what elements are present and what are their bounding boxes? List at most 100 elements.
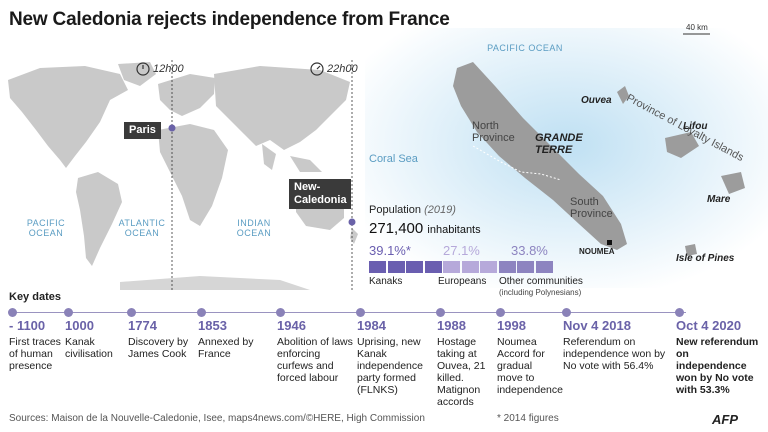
timeline-event: Abolition of laws enforcing curfews and … (277, 336, 353, 384)
ouvea-label: Ouvea (581, 95, 612, 106)
timeline-year: Oct 4 2020 (676, 318, 742, 333)
land-grande-terre (453, 62, 627, 250)
timeline-year: - 1100 (9, 318, 46, 333)
lifou-label: Lifou (683, 121, 708, 132)
population-bar (369, 261, 554, 273)
timeline-dot (64, 308, 73, 317)
timeline-dot (276, 308, 285, 317)
afp-logo: AFP (712, 412, 738, 427)
timeline-year: 1984 (357, 318, 386, 333)
timeline-dot (8, 308, 17, 317)
paris-marker (168, 124, 176, 132)
timeline-event: Kanak civilisation (65, 336, 113, 360)
timeline-event: Annexed by France (198, 336, 254, 360)
timeline-year: Nov 4 2018 (563, 318, 631, 333)
nc-marker (348, 218, 356, 226)
timeline-year: 1946 (277, 318, 306, 333)
timeline-event: Uprising, new Kanak independence party f… (357, 336, 423, 396)
clock-paris: 12h00 (136, 62, 184, 76)
isle-of-pines-label: Isle of Pines (676, 253, 735, 264)
page-title: New Caledonia rejects independence from … (9, 9, 450, 30)
legend-other-sublabel: (including Polynesians) (499, 288, 582, 297)
clock-icon (136, 62, 150, 76)
land-new-zealand (350, 228, 358, 244)
grande-terre-label: GRANDE TERRE (535, 132, 583, 156)
land-lifou (665, 132, 699, 158)
province-border (472, 145, 562, 181)
population-bar-square (424, 261, 442, 273)
land-isle-of-pines (685, 244, 697, 256)
land-mare (721, 172, 745, 194)
timeline-event: First traces of human presence (9, 336, 61, 372)
key-dates-title: Key dates (9, 291, 61, 303)
population-bar-square (498, 261, 516, 273)
timeline-event: Discovery by James Cook (128, 336, 189, 360)
population-bar-square (461, 261, 479, 273)
noumea-label: NOUMEA (579, 247, 615, 256)
population-total-value: 271,400 (369, 220, 424, 237)
timeline-event: Referendum on independence won by No vot… (563, 336, 666, 372)
clock-paris-time: 12h00 (153, 63, 184, 75)
north-province-label: North Province (472, 120, 515, 144)
pct-kanaks: 39.1%* (369, 243, 411, 258)
pacific-ocean-label: PACIFIC OCEAN (26, 218, 66, 238)
population-bar-square (443, 261, 460, 273)
nc-pacific-ocean-label: PACIFIC OCEAN (487, 43, 563, 53)
indian-ocean-label: INDIAN OCEAN (236, 218, 272, 238)
clock-nc-time: 22h00 (327, 63, 358, 75)
pct-europeans: 27.1% (443, 243, 480, 258)
land-africa (158, 124, 228, 226)
timeline-year: 1000 (65, 318, 94, 333)
timeline-year: 1988 (437, 318, 466, 333)
legend-other: Other communities (including Polynesians… (499, 276, 583, 298)
footnote: * 2014 figures (497, 413, 559, 424)
world-map (8, 60, 358, 290)
land-antarctica (120, 276, 310, 290)
scale-label: 40 km (686, 23, 708, 32)
timeline-event: Hostage taking at Ouvea, 21 killed. Mati… (437, 336, 486, 408)
land-ouvea (617, 86, 629, 104)
sources: Sources: Maison de la Nouvelle-Caledonie… (9, 413, 425, 424)
clock-nc: 22h00 (310, 62, 358, 76)
legend-europeans: Europeans (438, 276, 487, 287)
noumea-marker (607, 240, 612, 245)
population-bar-square (517, 261, 534, 273)
land-south-america (76, 172, 122, 266)
mare-label: Mare (707, 194, 731, 205)
timeline-year: 1998 (497, 318, 526, 333)
timeline-year: 1853 (198, 318, 227, 333)
timeline-event: Noumea Accord for gradual move to indepe… (497, 336, 563, 396)
paris-label: Paris (124, 122, 161, 139)
land-asia (214, 66, 350, 150)
clock-icon (310, 62, 324, 76)
pct-other: 33.8% (511, 243, 548, 258)
timeline-dot (356, 308, 365, 317)
timeline-axis (9, 312, 686, 313)
timeline-dot (675, 308, 684, 317)
population-bar-square (369, 261, 386, 273)
timeline-dot (436, 308, 445, 317)
population-unit: inhabitants (427, 224, 481, 236)
timeline-dot (197, 308, 206, 317)
legend-kanaks: Kanaks (369, 276, 403, 287)
atlantic-ocean-label: ATLANTIC OCEAN (118, 218, 166, 238)
land-south-asia (262, 144, 322, 172)
land-europe (158, 74, 215, 116)
nc-map (365, 28, 768, 288)
population-bar-square (535, 261, 553, 273)
land-north-america (8, 66, 128, 168)
land-greenland (118, 62, 156, 86)
population-bar-square (406, 261, 423, 273)
population-title: Population (2019) (369, 204, 456, 216)
timeline-event: New referendum on independence won by No… (676, 336, 759, 396)
timeline-dot (496, 308, 505, 317)
legend-other-label: Other communities (499, 276, 583, 287)
nc-label: New-Caledonia (289, 179, 351, 209)
population-year: (2019) (424, 204, 456, 216)
population-title-text: Population (369, 204, 421, 216)
coral-sea-label: Coral Sea (369, 153, 418, 165)
timeline-year: 1774 (128, 318, 157, 333)
population-bar-square (387, 261, 405, 273)
population-total: 271,400 inhabitants (369, 220, 481, 237)
timeline-dot (562, 308, 571, 317)
